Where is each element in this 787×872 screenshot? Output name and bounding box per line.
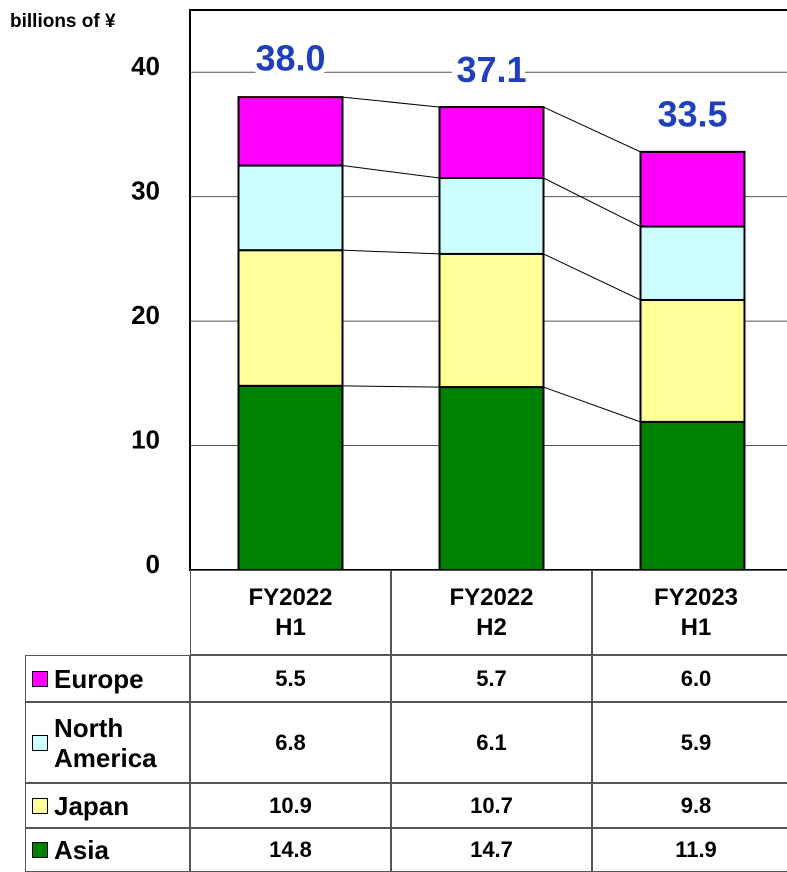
bar-segment [438,177,545,255]
bar-segment [237,249,344,387]
bar-segment [237,384,344,572]
bar-segment [639,150,746,228]
y-tick-label: 0 [146,549,160,579]
legend-cell: North America [25,702,190,783]
connector-line [543,106,641,153]
legend-label: Japan [54,790,130,821]
y-tick-label: 40 [131,51,160,81]
legend-label: Asia [54,835,109,865]
category-cell: FY2022 H1 [190,570,391,655]
legend-swatch [32,734,48,751]
legend-label: North America [54,712,157,773]
bar-segment [438,252,545,389]
x-tick-label: FY2022 H1 [248,583,333,641]
legend-label: Europe [54,663,144,694]
connector-line [342,249,440,255]
legend-cell: Asia [25,828,190,872]
legend-cell: Japan [25,783,190,828]
connector-line [543,386,641,423]
bar-segment [237,96,344,167]
legend-swatch [32,797,48,814]
value-cell: 5.9 [592,702,787,783]
value-cell: 10.7 [391,783,592,828]
bar-segment [639,298,746,423]
value-cell: 5.7 [391,655,592,702]
legend-cell: Europe [25,655,190,702]
bar-segment [639,420,746,571]
value-cell: 6.8 [190,702,391,783]
connector-line [543,177,641,227]
y-axis-label: billions of ¥ [10,11,116,32]
value-cell: 5.5 [190,655,391,702]
bar-segment [438,106,545,179]
value-cell: 11.9 [592,828,787,872]
category-cell: FY2023 H1 [592,570,787,655]
value-cell: 10.9 [190,783,391,828]
legend-swatch [32,670,48,687]
connector-line [543,253,641,301]
category-cell: FY2022 H2 [391,570,592,655]
y-tick-label: 20 [131,300,160,330]
y-tick-label: 30 [131,176,160,206]
bar-segment [639,225,746,301]
connector-line [342,165,440,179]
total-label: 37.1 [456,49,526,90]
connector-line [342,96,440,108]
value-cell: 6.1 [391,702,592,783]
bar-segment [237,164,344,252]
connector-line [342,385,440,388]
value-cell: 14.7 [391,828,592,872]
value-cell: 14.8 [190,828,391,872]
bar-segment [438,386,545,572]
legend-swatch [32,842,48,858]
value-cell: 9.8 [592,783,787,828]
y-tick-label: 10 [131,424,160,454]
x-tick-label: FY2023 H1 [653,583,739,641]
total-label: 38.0 [255,38,325,79]
x-tick-label: FY2022 H2 [449,583,534,641]
total-label: 33.5 [657,94,727,135]
value-cell: 6.0 [592,655,787,702]
